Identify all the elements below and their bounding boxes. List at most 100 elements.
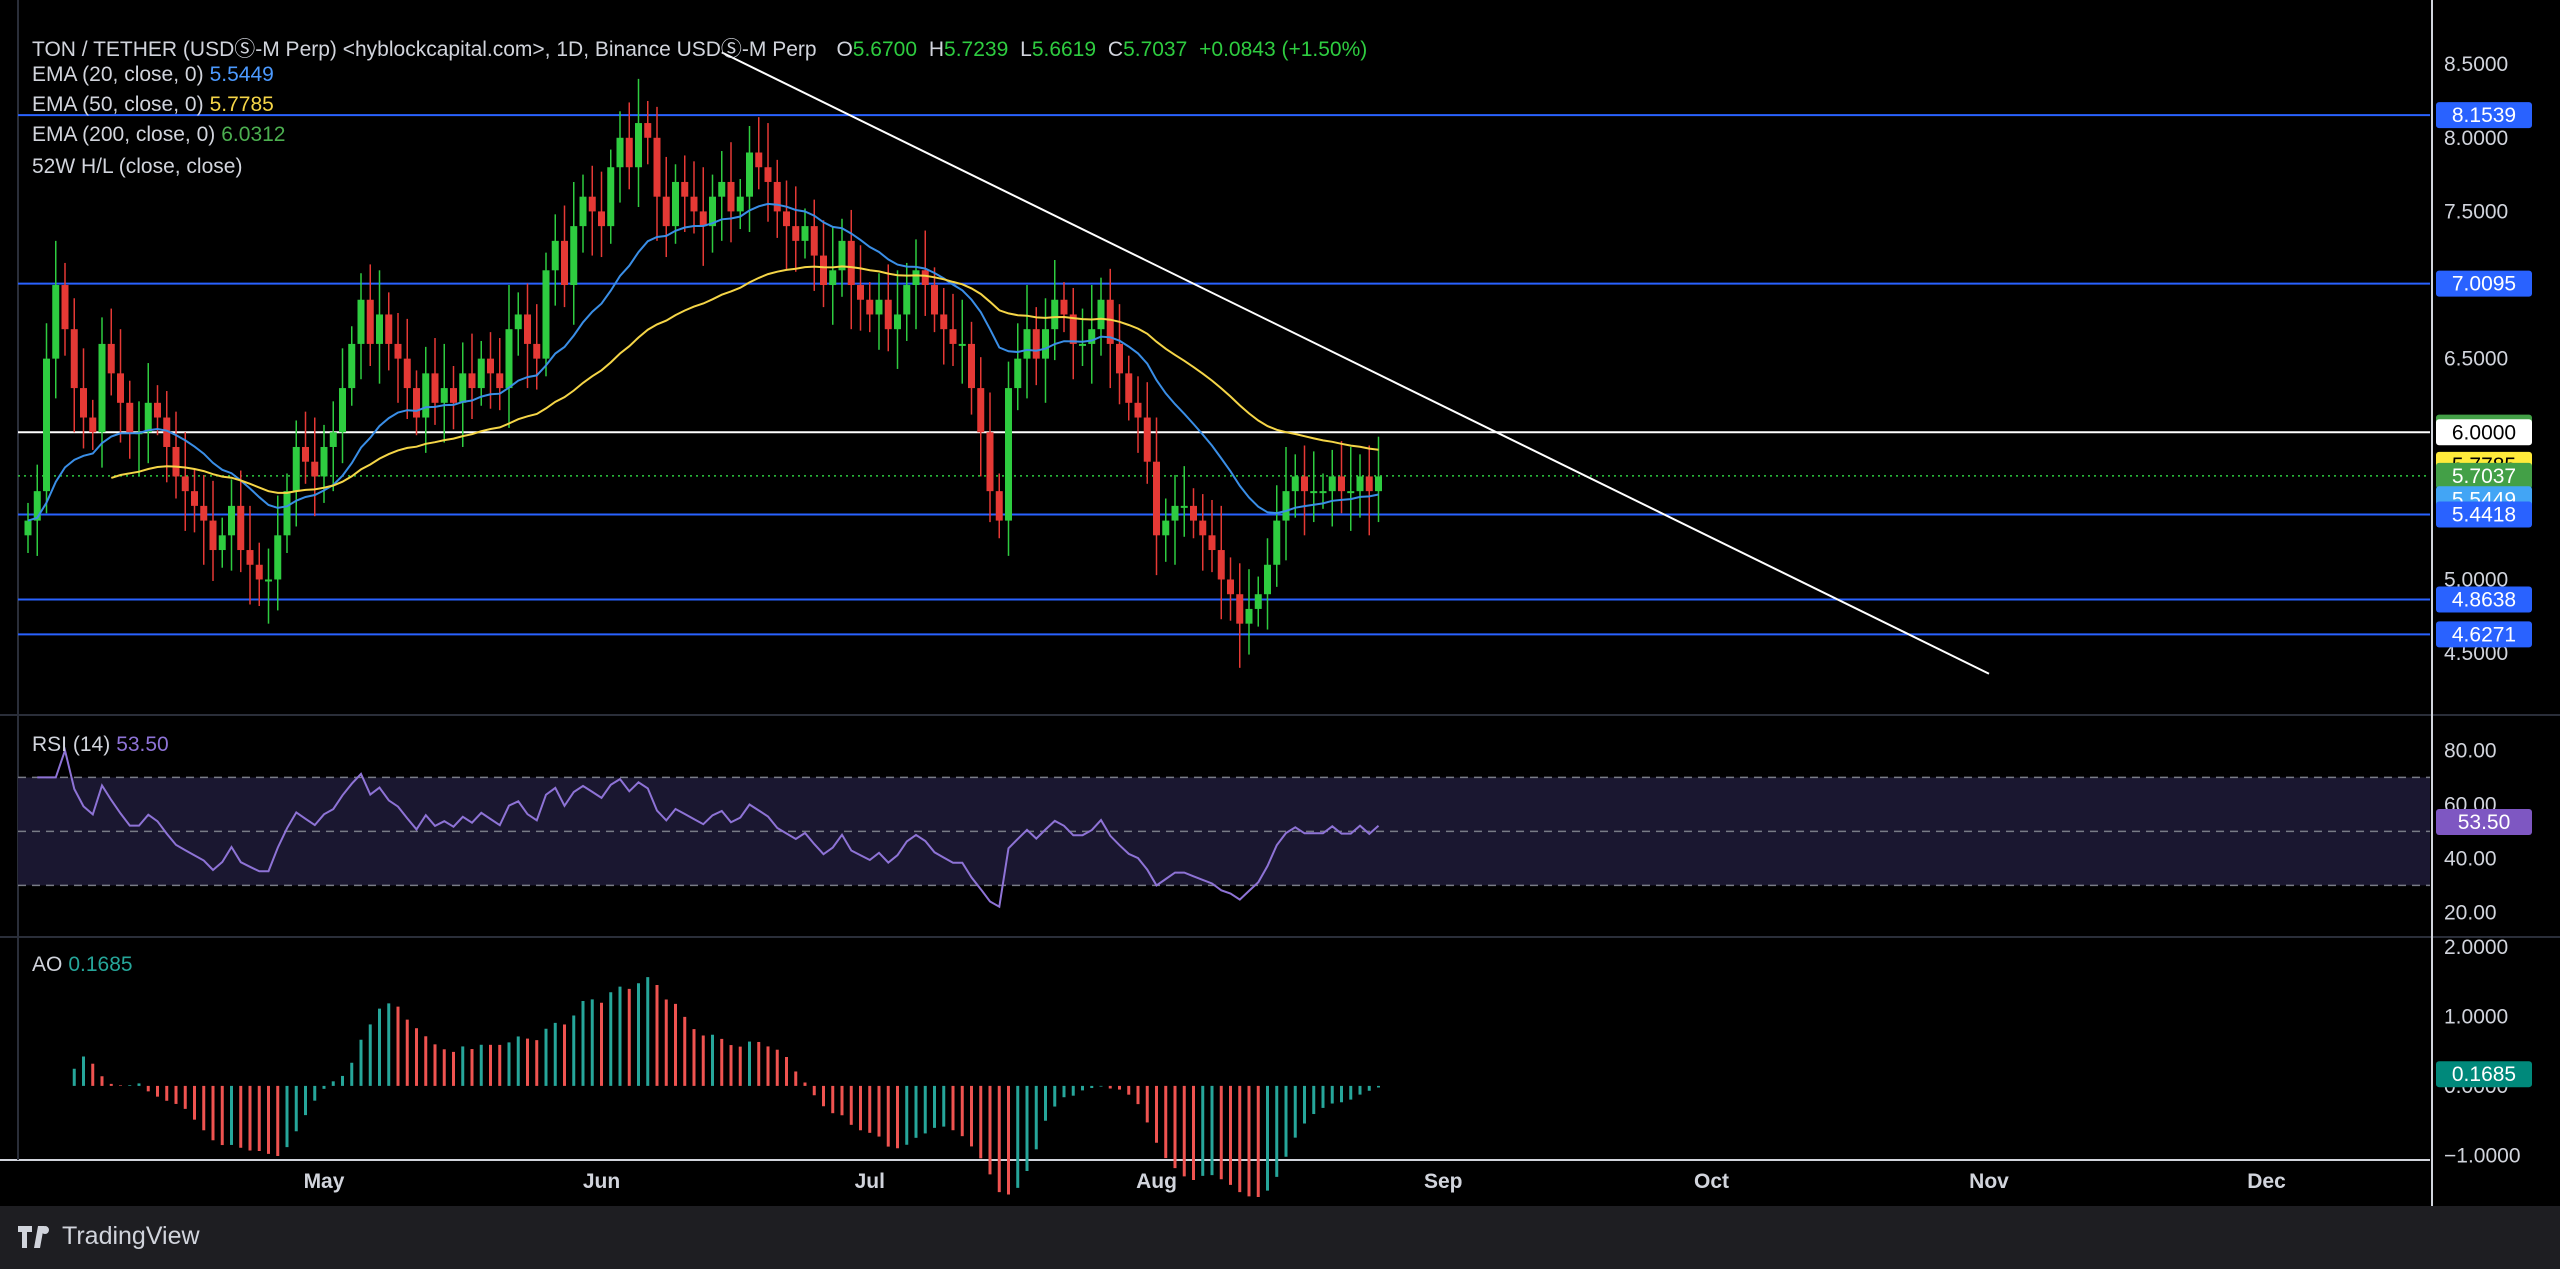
price-tick-label: 8.0000 <box>2444 127 2508 150</box>
candle-body <box>931 285 938 315</box>
candle-body <box>635 123 642 168</box>
legend-ema200[interactable]: EMA (200, close, 0) 6.0312 <box>32 123 291 147</box>
candle-body <box>810 226 818 256</box>
candle-body <box>940 314 948 330</box>
candle-body <box>1116 343 1123 374</box>
candle-body <box>903 285 911 315</box>
ao-tag <box>2436 1061 2532 1088</box>
candle-body <box>755 152 763 168</box>
high-value: 5.7239 <box>944 38 1009 61</box>
candle-body <box>1365 476 1373 492</box>
ao-tick-label: 2.0000 <box>2444 936 2508 959</box>
candle-body <box>598 211 605 227</box>
tradingview-brand[interactable]: TradingView <box>18 1222 200 1251</box>
time-axis-label: Sep <box>1424 1170 1463 1193</box>
candle-body <box>644 123 652 138</box>
candle-body <box>1227 579 1234 595</box>
candle-body <box>672 181 679 227</box>
candle-body <box>820 255 827 286</box>
time-axis-label: Oct <box>1694 1170 1729 1193</box>
candle-body <box>1171 505 1179 521</box>
ema200-label: EMA (200, close, 0) <box>32 123 216 146</box>
candle-body <box>1356 476 1364 492</box>
candle-body <box>422 373 430 418</box>
candle-body <box>468 373 476 389</box>
ema50-line <box>110 265 1379 494</box>
candle-body <box>1032 329 1040 359</box>
candle-body <box>690 196 698 212</box>
candle-body <box>1005 388 1012 521</box>
candle-body <box>477 358 485 389</box>
price-tag <box>2436 102 2532 129</box>
candle-body <box>681 181 689 197</box>
candle-body <box>1153 461 1160 536</box>
candle-body <box>1319 491 1327 494</box>
candle-body <box>505 329 513 389</box>
candle-body <box>1069 314 1077 344</box>
legend-ema20[interactable]: EMA (20, close, 0) 5.5449 <box>32 63 280 87</box>
candle-body <box>1106 299 1114 344</box>
candle-body <box>320 446 328 477</box>
price-tick-label: 5.0000 <box>2444 568 2508 591</box>
ema20-label: EMA (20, close, 0) <box>32 63 204 86</box>
candle-body <box>52 285 60 359</box>
price-tick-label: 4.5000 <box>2444 642 2508 665</box>
price-tag-label: 5.4418 <box>2452 503 2516 526</box>
candle-body <box>866 299 874 315</box>
candle-body <box>163 417 171 447</box>
close-value: 5.7037 <box>1123 38 1188 61</box>
candle-body <box>588 196 596 212</box>
candle-body <box>995 491 1003 521</box>
ao-tick-label: −1.0000 <box>2444 1144 2521 1167</box>
legend-52w-hl[interactable]: 52W H/L (close, close) <box>32 155 248 179</box>
legend-ema50[interactable]: EMA (50, close, 0) 5.7785 <box>32 93 280 117</box>
candle-body <box>1051 299 1059 330</box>
candle-body <box>1134 402 1142 418</box>
symbol-title[interactable]: TON / TETHER (USDⓈ-M Perp) <hyblockcapit… <box>32 38 817 61</box>
candle-body <box>1014 358 1022 389</box>
candle-body <box>117 373 124 403</box>
candle-body <box>1190 505 1197 521</box>
candle-body <box>154 402 161 418</box>
candle-body <box>70 329 78 389</box>
change-value: +0.0843 (+1.50%) <box>1199 38 1368 61</box>
candle-body <box>394 343 402 359</box>
candle-body <box>1097 299 1105 330</box>
rsi-tick-label: 80.00 <box>2444 739 2497 762</box>
candle-body <box>1208 535 1216 551</box>
candle-body <box>1088 329 1096 344</box>
price-tag-label: 7.0095 <box>2452 273 2516 296</box>
candle-body <box>274 535 282 580</box>
low-value: 5.6619 <box>1031 38 1097 61</box>
legend-ao[interactable]: AO 0.1685 <box>32 953 139 977</box>
open-value: 5.6700 <box>852 38 918 61</box>
candle-body <box>1236 594 1244 624</box>
candle-body <box>1217 550 1225 580</box>
candle-body <box>246 550 254 565</box>
ao-tag-label: 0.1685 <box>2452 1063 2516 1086</box>
rsi-tick-label: 20.00 <box>2444 901 2497 924</box>
candle-body <box>366 299 374 344</box>
legend-rsi[interactable]: RSI (14) 53.50 <box>32 733 175 757</box>
candle-body <box>283 491 291 536</box>
candle-body <box>949 329 957 344</box>
candle-body <box>746 152 753 197</box>
price-tag <box>2436 621 2532 648</box>
candle-body <box>709 196 716 227</box>
candle-body <box>1264 564 1271 595</box>
time-axis-label: Nov <box>1969 1170 2009 1193</box>
ema20-line <box>27 202 1379 522</box>
candle-body <box>487 358 494 374</box>
candle-body <box>181 476 189 492</box>
ao-value: 0.1685 <box>68 953 133 976</box>
price-tick-label: 6.5000 <box>2444 348 2508 371</box>
candle-body <box>24 520 32 536</box>
candle-body <box>1375 476 1382 492</box>
candle-body <box>736 196 744 212</box>
price-tag <box>2436 419 2532 446</box>
candle-body <box>440 388 448 403</box>
rsi-line <box>37 746 1380 909</box>
candle-body <box>255 564 263 580</box>
candle-body <box>172 446 180 477</box>
